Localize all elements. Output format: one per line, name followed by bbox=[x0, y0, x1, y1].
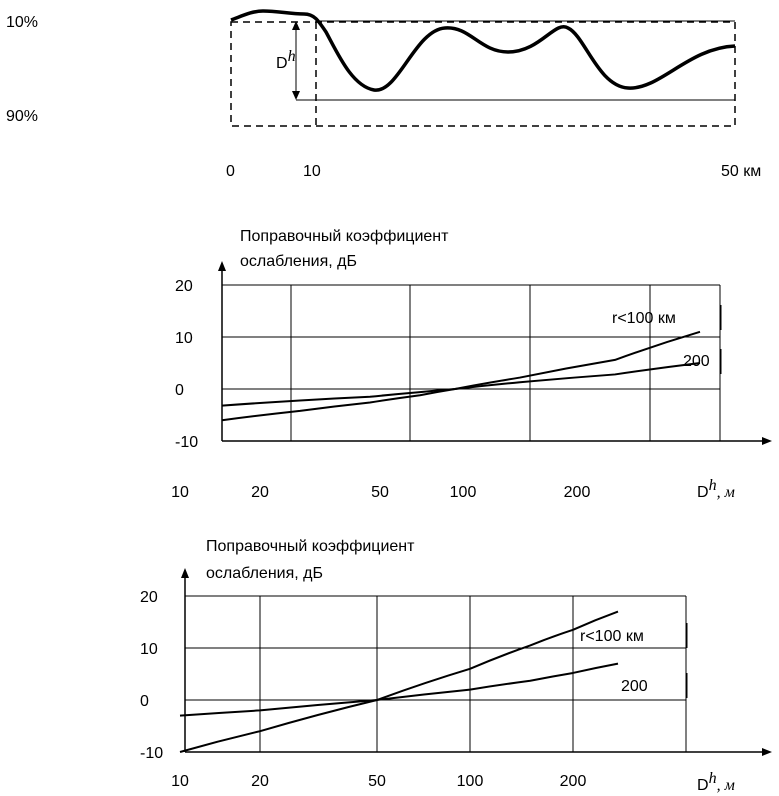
terrain-curve bbox=[230, 9, 736, 92]
series-label: 200 bbox=[683, 353, 710, 370]
series-label: r<100 км bbox=[580, 628, 644, 645]
terrain-tick-10: 10 bbox=[303, 163, 321, 180]
series-label: 200 bbox=[621, 678, 648, 695]
series-line bbox=[221, 330, 701, 422]
y-axis-arrow bbox=[181, 568, 189, 578]
y-tick-label: 0 bbox=[175, 382, 184, 399]
x-axis-label: Dh, м bbox=[697, 477, 735, 501]
x-tick-label: 20 bbox=[251, 773, 269, 790]
x-tick-label: 200 bbox=[560, 773, 587, 790]
terrain-tick-0: 0 bbox=[226, 163, 235, 180]
y-tick-label: -10 bbox=[175, 434, 198, 451]
x-tick-label: 50 bbox=[371, 484, 389, 501]
series-line bbox=[179, 610, 619, 753]
x-tick-label: 100 bbox=[450, 484, 477, 501]
dh-label: Dh bbox=[276, 48, 296, 72]
x-axis-label: Dh, м bbox=[697, 770, 735, 794]
chart-title-line: Поправочный коэффициент bbox=[206, 538, 415, 555]
terrain-profile: 10% 90% Dh 0 10 50 км bbox=[6, 9, 761, 180]
terrain-tick-50km: 50 км bbox=[721, 163, 761, 180]
dh-dimension-arrow bbox=[292, 21, 300, 100]
y-tick-label: 0 bbox=[140, 693, 149, 710]
x-tick-label: 10 bbox=[171, 773, 189, 790]
x-axis-arrow bbox=[762, 437, 772, 445]
series-line bbox=[221, 362, 701, 407]
series-label: r<100 км bbox=[612, 310, 676, 327]
percent-90-label: 90% bbox=[6, 108, 38, 125]
x-axis-arrow bbox=[762, 748, 772, 756]
chart-title-line: ослабления, дБ bbox=[240, 253, 357, 270]
x-tick-label: 10 bbox=[171, 484, 189, 501]
y-tick-label: 20 bbox=[175, 278, 193, 295]
y-tick-label: 10 bbox=[140, 641, 158, 658]
x-tick-label: 20 bbox=[251, 484, 269, 501]
chart-title-line: ослабления, дБ bbox=[206, 565, 323, 582]
y-tick-label: -10 bbox=[140, 745, 163, 762]
y-axis-arrow bbox=[218, 261, 226, 271]
x-tick-label: 200 bbox=[564, 484, 591, 501]
y-tick-label: 10 bbox=[175, 330, 193, 347]
x-tick-label: 100 bbox=[457, 773, 484, 790]
x-tick-label: 50 bbox=[368, 773, 386, 790]
chart-title-line: Поправочный коэффициент bbox=[240, 228, 449, 245]
y-tick-label: 20 bbox=[140, 589, 158, 606]
percent-10-label: 10% bbox=[6, 14, 38, 31]
terrain-dashed-frame bbox=[230, 21, 736, 127]
series-line bbox=[179, 662, 619, 717]
